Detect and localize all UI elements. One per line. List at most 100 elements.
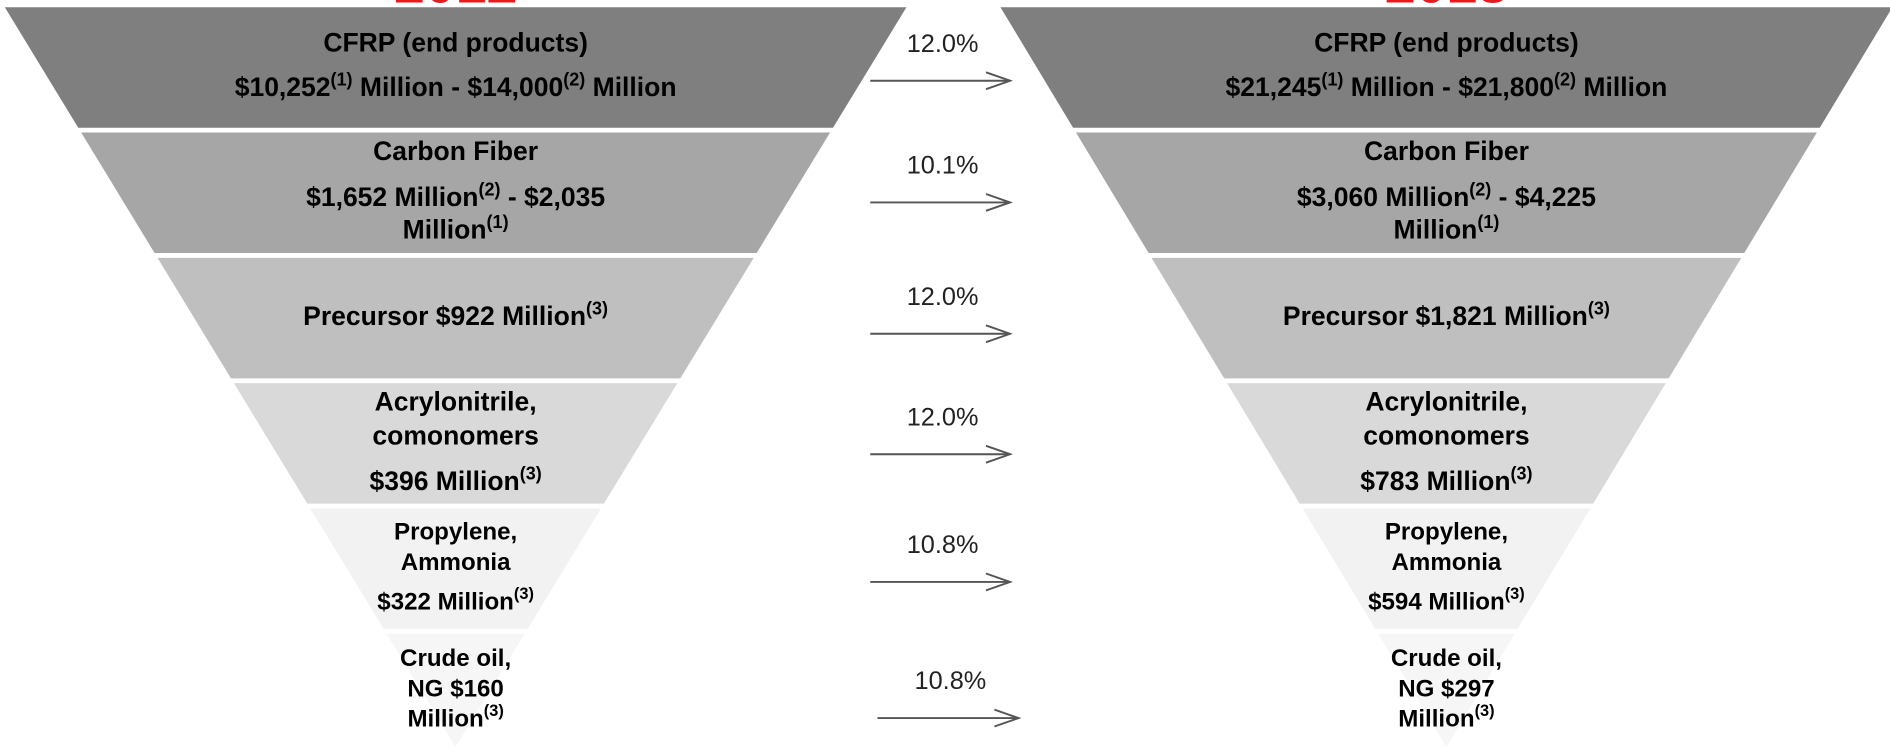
superscript: (3) <box>1475 702 1495 720</box>
growth-rate: 10.8% <box>915 667 987 695</box>
level-text: Carbon Fiber <box>373 136 538 166</box>
text-run: CFRP (end products) <box>1314 28 1579 58</box>
level-text: Precursor $922 Million(3) <box>303 298 608 331</box>
level-text: Crude oil, <box>400 646 511 673</box>
growth-rate: 10.8% <box>907 531 979 559</box>
text-run: NG $160 <box>407 676 503 703</box>
level-text: Ammonia <box>401 549 511 576</box>
text-run: $3,060 Million <box>1297 182 1469 212</box>
text-run: $21,245 <box>1226 72 1322 102</box>
text-run: comonomers <box>1363 420 1529 450</box>
level-text: Million(3) <box>407 702 503 732</box>
text-run: $594 Million <box>1368 589 1505 616</box>
text-run: Million <box>403 214 487 244</box>
superscript: (2) <box>1554 69 1576 89</box>
text-run: Propylene, <box>394 519 517 546</box>
funnel-band <box>1151 257 1742 379</box>
superscript: (3) <box>1505 586 1525 604</box>
level-text: CFRP (end products) <box>323 28 588 58</box>
text-run: Crude oil, <box>400 646 511 673</box>
text-run: $10,252 <box>235 72 331 102</box>
level-text: comonomers <box>372 420 538 450</box>
text-run: Million <box>407 706 483 733</box>
level-text: Million(1) <box>403 212 509 245</box>
text-run: $783 Million <box>1360 466 1510 496</box>
funnel-band <box>4 7 907 128</box>
funnel-band <box>157 257 754 379</box>
level-text: NG $297 <box>1398 676 1494 703</box>
funnel-band <box>1227 383 1666 504</box>
funnel-band <box>310 508 601 629</box>
funnel-band <box>81 132 831 254</box>
superscript: (3) <box>1588 298 1610 318</box>
superscript: (1) <box>331 69 353 89</box>
text-run: $1,652 Million <box>306 182 478 212</box>
superscript: (3) <box>484 702 504 720</box>
growth-rate: 10.1% <box>907 152 979 180</box>
text-run: Million - $14,000 <box>353 72 564 102</box>
superscript: (1) <box>487 212 509 232</box>
level-text: comonomers <box>1363 420 1529 450</box>
text-run: comonomers <box>372 420 538 450</box>
funnel-band <box>386 633 525 747</box>
superscript: (3) <box>586 298 608 318</box>
text-run: Million <box>1393 214 1477 244</box>
text-run: Carbon Fiber <box>1364 136 1529 166</box>
text-run: Precursor $922 Million <box>303 301 586 331</box>
superscript: (2) <box>478 179 500 199</box>
text-run: NG $297 <box>1398 676 1494 703</box>
funnel-band <box>1378 633 1515 747</box>
level-text: $322 Million(3) <box>377 586 534 616</box>
level-text: Precursor $1,821 Million(3) <box>1283 298 1610 331</box>
text-run: Ammonia <box>401 549 511 576</box>
level-text: $396 Million(3) <box>369 463 541 496</box>
superscript: (3) <box>520 463 542 483</box>
funnel-band <box>233 383 678 504</box>
text-run: Acrylonitrile, <box>375 387 537 417</box>
text-run: Million - $21,800 <box>1343 72 1554 102</box>
superscript: (1) <box>1321 69 1343 89</box>
text-run: Million <box>585 72 676 102</box>
level-text: $783 Million(3) <box>1360 463 1532 496</box>
level-text: Acrylonitrile, <box>375 387 537 417</box>
level-text: NG $160 <box>407 676 503 703</box>
text-run: CFRP (end products) <box>323 28 588 58</box>
text-run: Acrylonitrile, <box>1365 387 1527 417</box>
superscript: (1) <box>1477 212 1499 232</box>
level-text: CFRP (end products) <box>1314 28 1579 58</box>
growth-rate: 12.0% <box>907 283 979 311</box>
text-run: Carbon Fiber <box>373 136 538 166</box>
level-text: $10,252(1) Million - $14,000(2) Million <box>235 69 677 102</box>
level-text: $1,652 Million(2) - $2,035 <box>306 179 605 212</box>
level-text: Propylene, <box>1385 519 1508 546</box>
superscript: (3) <box>514 586 534 604</box>
level-text: Carbon Fiber <box>1364 136 1529 166</box>
growth-rate: 12.0% <box>907 30 979 58</box>
level-text: Crude oil, <box>1391 646 1502 673</box>
level-text: $21,245(1) Million - $21,800(2) Million <box>1226 69 1668 102</box>
superscript: (2) <box>563 69 585 89</box>
text-run: $322 Million <box>377 589 514 616</box>
text-run: Propylene, <box>1385 519 1508 546</box>
funnel-band <box>1302 508 1591 629</box>
level-text: Ammonia <box>1392 549 1502 576</box>
growth-rate: 12.0% <box>907 403 979 431</box>
level-text: $594 Million(3) <box>1368 586 1525 616</box>
text-run: $396 Million <box>369 466 519 496</box>
text-run: Million <box>1398 706 1474 733</box>
level-text: $3,060 Million(2) - $4,225 <box>1297 179 1596 212</box>
funnel-band <box>1075 132 1817 254</box>
level-text: Propylene, <box>394 519 517 546</box>
superscript: (3) <box>1511 463 1533 483</box>
text-run: Precursor $1,821 Million <box>1283 301 1588 331</box>
text-run: - $4,225 <box>1491 182 1596 212</box>
level-text: Acrylonitrile, <box>1365 387 1527 417</box>
text-run: Million <box>1576 72 1667 102</box>
text-run: Ammonia <box>1392 549 1502 576</box>
funnel-band <box>1000 7 1890 128</box>
superscript: (2) <box>1469 179 1491 199</box>
text-run: Crude oil, <box>1391 646 1502 673</box>
level-text: Million(3) <box>1398 702 1494 732</box>
